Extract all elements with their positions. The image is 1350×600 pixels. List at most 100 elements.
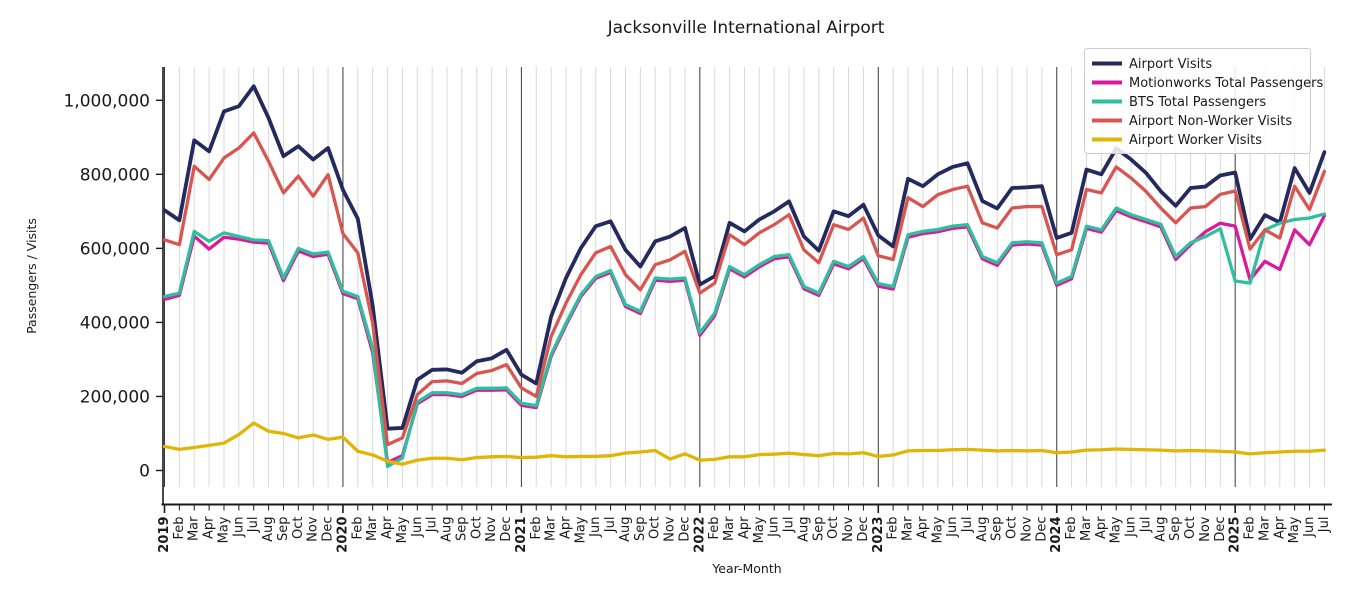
x-tick-label-month: Mar [1257, 516, 1272, 541]
x-tick-label-month: Aug [796, 517, 811, 542]
x-tick-label-month: Sep [811, 517, 826, 542]
x-tick-label-month: Feb [529, 517, 544, 540]
legend: Airport Visits Motionworks Total Passenge… [1084, 48, 1324, 154]
legend-item-label: BTS Total Passengers [1129, 95, 1266, 110]
legend-item-label: Airport Non-Worker Visits [1129, 114, 1292, 129]
x-tick-label-month: Jun [1302, 517, 1317, 538]
x-tick-label-year: 2025 [1228, 517, 1243, 553]
x-tick-label-month: Jun [588, 517, 603, 538]
x-tick-label-month: Jul [960, 517, 975, 534]
x-tick-label-month: Feb [707, 517, 722, 540]
x-tick-label-month: Apr [1272, 516, 1287, 539]
x-tick-label-month: Jul [1138, 517, 1153, 534]
x-tick-label-month: Jun [945, 517, 960, 538]
x-tick-label-month: Mar [1079, 516, 1094, 541]
y-tick-label: 1,000,000 [63, 91, 150, 111]
x-tick-label-year: 2022 [692, 517, 707, 553]
x-tick-label-month: May [1287, 516, 1302, 543]
legend-item-label: Airport Worker Visits [1129, 133, 1262, 148]
x-tick-label-month: Aug [440, 517, 455, 542]
x-tick-label-month: Jul [782, 517, 797, 534]
x-tick-label-month: Mar [901, 516, 916, 541]
x-tick-label-month: Apr [380, 516, 395, 539]
x-tick-label-month: Oct [648, 517, 663, 539]
y-axis-label: Passengers / Visits [24, 218, 39, 334]
x-tick-label-month: Apr [737, 516, 752, 539]
x-tick-label-month: Feb [350, 517, 365, 540]
x-tick-label-month: Nov [484, 516, 499, 542]
x-tick-label-month: Nov [306, 516, 321, 542]
x-tick-label-month: May [1109, 516, 1124, 543]
x-tick-label-month: Sep [990, 517, 1005, 542]
y-tick-label: 600,000 [80, 239, 150, 259]
x-tick-label-month: Sep [633, 517, 648, 542]
x-tick-label-month: Dec [1213, 517, 1228, 542]
x-tick-label-month: Apr [1094, 516, 1109, 539]
x-tick-label-month: Oct [826, 517, 841, 539]
legend-box [1084, 48, 1311, 154]
x-tick-label-month: Jul [1317, 517, 1332, 534]
x-tick-label-year: 2019 [157, 517, 172, 553]
x-tick-label-month: May [930, 516, 945, 543]
x-tick-label-month: Dec [856, 517, 871, 542]
x-tick-label-month: Jun [410, 517, 425, 538]
line-airport-visits [162, 84, 1327, 431]
x-tick-label-month: Jul [603, 517, 618, 534]
x-tick-label-month: Dec [321, 517, 336, 542]
x-tick-label-month: Dec [499, 517, 514, 542]
x-axis-label: Year-Month [711, 561, 781, 576]
x-tick-label-year: 2023 [871, 517, 886, 553]
x-tick-label-year: 2020 [335, 517, 350, 553]
line-bts-total-passengers [162, 206, 1327, 469]
x-tick-label-month: Apr [202, 516, 217, 539]
legend-item-label: Motionworks Total Passengers [1129, 76, 1324, 91]
x-tick-label-month: Apr [915, 516, 930, 539]
x-tick-label-month: Aug [1153, 517, 1168, 542]
x-tick-label-month: Oct [1183, 517, 1198, 539]
x-tick-label-month: Oct [291, 517, 306, 539]
x-tick-label-month: Feb [1243, 517, 1258, 540]
x-tick-label-month: Sep [1168, 517, 1183, 542]
x-tick-label-month: May [216, 516, 231, 543]
x-tick-label-month: Mar [544, 516, 559, 541]
x-tick-label-month: Feb [1064, 517, 1079, 540]
x-tick-label-month: Feb [172, 517, 187, 540]
x-tick-label-month: May [395, 516, 410, 543]
plot-area: 0 200,000 400,000 600,000 800,000 1,000,000 20… [63, 67, 1332, 553]
y-tick-label: 800,000 [80, 165, 150, 185]
x-tick-label-month: Jun [767, 517, 782, 538]
x-tick-label-month: May [573, 516, 588, 543]
x-tick-label-month: Aug [618, 517, 633, 542]
x-tick-label-month: Aug [261, 517, 276, 542]
x-tick-label-month: Mar [365, 516, 380, 541]
x-tick-label-month: Oct [1005, 517, 1020, 539]
x-tick-label-year: 2021 [514, 517, 529, 553]
y-tick-label: 400,000 [80, 313, 150, 333]
x-tick-label-month: Nov [841, 516, 856, 542]
legend-item-label: Airport Visits [1129, 57, 1212, 72]
x-tick-label-month: Apr [559, 516, 574, 539]
y-tick-label: 200,000 [80, 387, 150, 407]
x-tick-label-month: Jul [425, 517, 440, 534]
x-tick-label-month: Dec [677, 517, 692, 542]
x-tick-label-month: Mar [722, 516, 737, 541]
x-tick-label-month: Nov [663, 516, 678, 542]
x-tick-label-month: Sep [276, 517, 291, 542]
x-tick-label-month: Oct [469, 517, 484, 539]
x-tick-label-month: Jul [246, 517, 261, 534]
x-tick-label-month: Jun [231, 517, 246, 538]
x-tick-label-month: Sep [454, 517, 469, 542]
x-tick-label-year: 2024 [1049, 517, 1064, 553]
x-tick-label-month: Aug [975, 517, 990, 542]
x-tick-label-month: Nov [1198, 516, 1213, 542]
x-tick-label-month: Mar [187, 516, 202, 541]
x-tick-label-month: May [752, 516, 767, 543]
line-airport-non-worker-visits [162, 131, 1327, 447]
chart-title: Jacksonville International Airport [607, 18, 885, 38]
y-tick-label: 0 [139, 462, 150, 482]
x-tick-label-month: Feb [886, 517, 901, 540]
x-tick-label-month: Nov [1019, 516, 1034, 542]
x-tick-label-month: Dec [1034, 517, 1049, 542]
